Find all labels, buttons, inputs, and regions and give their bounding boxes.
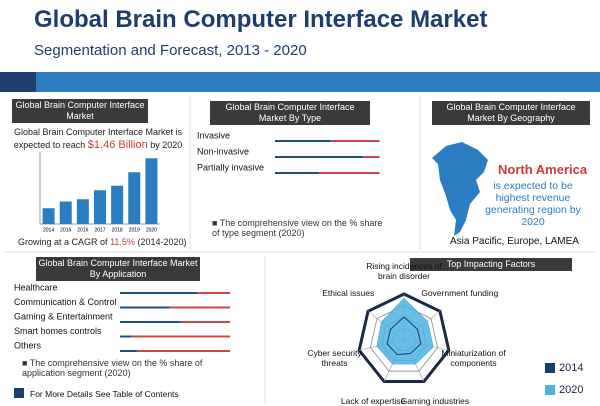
panel-heading: Global Brain Computer Interface Market B… (36, 257, 200, 281)
x-tick-label: 2017 (94, 227, 105, 233)
bar (128, 172, 141, 224)
footer-icon (14, 388, 24, 398)
category-label: Healthcare (14, 282, 58, 292)
x-tick-label: 2016 (77, 227, 88, 233)
x-tick-label: 2018 (112, 227, 123, 233)
radar-label: Cyber security threats (307, 347, 362, 368)
radar-label: Rising incidences of brain disorder (366, 260, 442, 281)
note-text: The comprehensive view on the % share of… (212, 218, 383, 238)
panel-heading: Global Brain Computer Interface Market (12, 99, 148, 123)
note-text: The comprehensive view on the % share of… (22, 358, 203, 378)
category-label: Others (14, 340, 42, 350)
footnote-text: Growing at a CAGR of (18, 237, 108, 247)
map-north-america (432, 142, 488, 236)
legend-label: 2020 (559, 384, 583, 396)
panel-note: Global Brain Computer Interface Market i… (8, 126, 188, 152)
radar-label: Ethical issues (322, 287, 375, 298)
legend-swatch (545, 363, 555, 373)
note-text: Global Brain Computer Interface Market i… (13, 127, 183, 150)
other-regions: Asia Pacific, Europe, LAMEA (450, 236, 579, 247)
x-tick-label: 2020 (146, 227, 157, 233)
radar-label: Lack of expertise (340, 396, 406, 406)
panel-heading: Global Brain Computer Interface Market B… (210, 101, 370, 125)
category-label: Gaming & Entertainment (14, 311, 113, 321)
bar (94, 190, 106, 224)
footer[interactable]: For More Details See Table of Contents (30, 389, 179, 399)
legend-label: 2014 (559, 362, 583, 374)
category-label: Partially invasive (197, 162, 264, 172)
footnote-text: (2014-2020) (137, 237, 187, 247)
footnote: Growing at a CAGR of 11.5% (2014-2020) (18, 237, 186, 247)
radar-label: Gaming industries (400, 396, 470, 406)
panel-note: ■ The comprehensive view on the % share … (22, 358, 203, 378)
x-tick-label: 2014 (43, 227, 54, 233)
footnote-highlight: 11.5% (110, 237, 135, 247)
x-tick-label: 2015 (60, 227, 71, 233)
bar (76, 199, 89, 224)
bar (59, 201, 72, 224)
note-highlight: $1.46 Billion (87, 139, 148, 151)
category-label: Non-invasive (197, 146, 249, 156)
radar-ring (357, 292, 451, 383)
category-label: Invasive (197, 130, 230, 140)
radar-ring (369, 305, 439, 372)
category-label: Smart homes controls (14, 326, 102, 336)
radar-label: Government funding (421, 287, 499, 298)
subtitle: Segmentation and Forecast, 2013 - 2020 (34, 42, 307, 59)
panel-heading: Top Impacting Factors (410, 258, 572, 271)
bar (42, 208, 55, 224)
radar-area (386, 316, 422, 356)
note-text: by 2020 (150, 140, 183, 150)
radar-label: Miniaturization of components (441, 347, 506, 368)
band-left (0, 72, 36, 92)
bar (145, 158, 158, 224)
category-label: Communication & Control (14, 297, 117, 307)
bar (111, 185, 124, 224)
region-text: is expected to be highest revenue genera… (485, 180, 581, 228)
x-tick-label: 2019 (129, 227, 140, 233)
panel-heading: Global Brain Computer Interface Market B… (432, 101, 590, 125)
region: North America (498, 162, 588, 177)
legend-swatch (545, 385, 555, 395)
title: Global Brain Computer Interface Market (34, 6, 488, 33)
band (0, 72, 600, 92)
panel-note: ■ The comprehensive view on the % share … (212, 218, 383, 238)
